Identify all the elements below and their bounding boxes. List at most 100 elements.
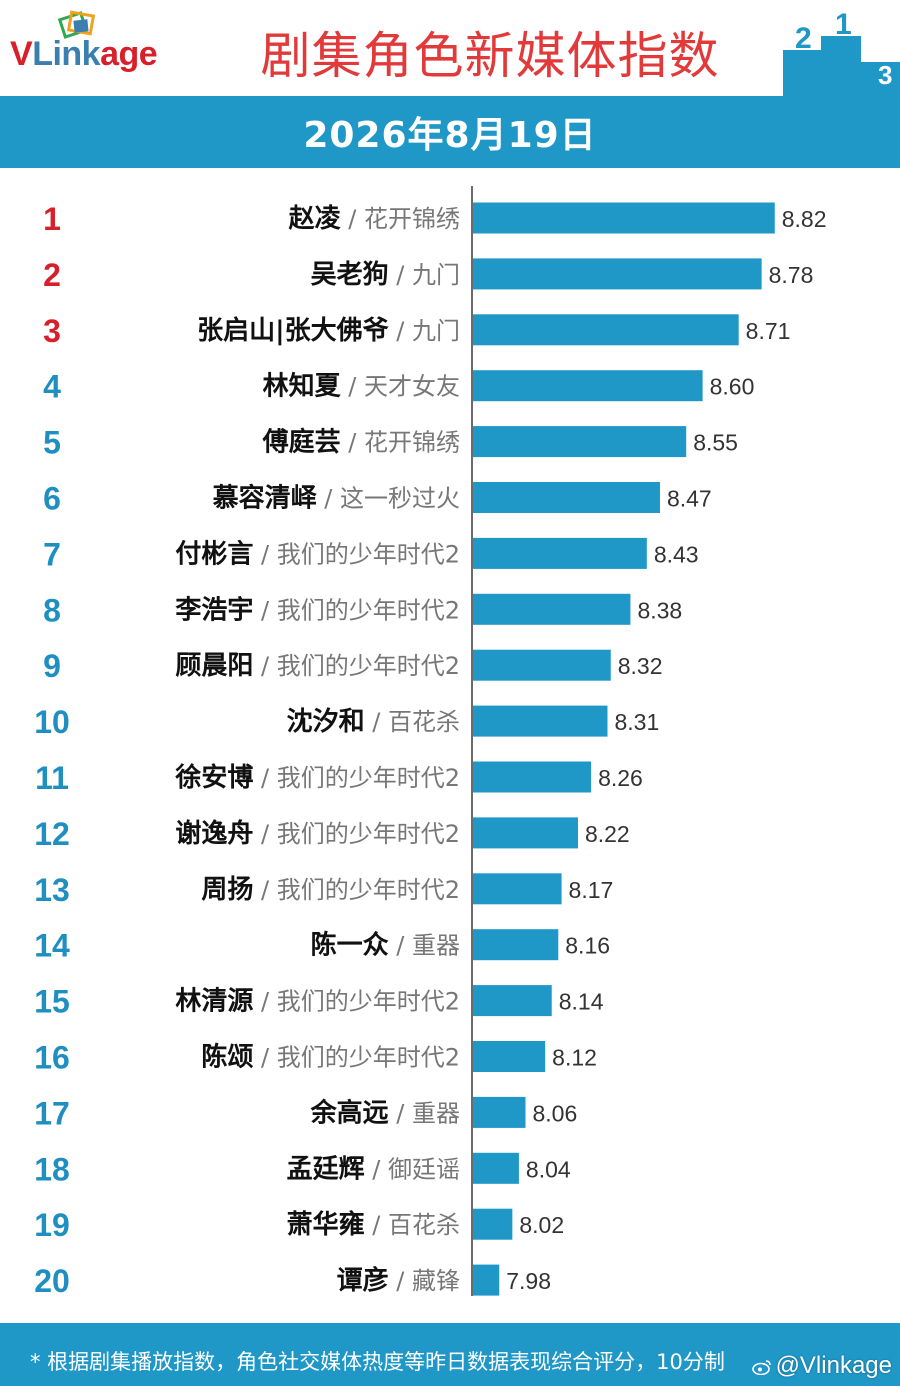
- category-label: 谭彦 / 藏锋: [337, 1265, 460, 1296]
- podium-label-1: 1: [835, 8, 852, 41]
- character-name: 余高远: [310, 1097, 389, 1128]
- data-label: 8.06: [532, 1100, 577, 1126]
- category-label: 顾晨阳 / 我们的少年时代2: [175, 651, 460, 681]
- data-label: 8.60: [710, 374, 755, 400]
- weibo-icon: [751, 1359, 771, 1375]
- data-label: 8.38: [637, 597, 682, 623]
- vlinkage-logo-mark-icon: [57, 10, 96, 39]
- podium-label-2: 2: [795, 22, 812, 55]
- category-label: 傅庭芸 / 花开锦绣: [262, 427, 460, 458]
- category-label: 周扬 / 我们的少年时代2: [201, 875, 460, 905]
- drama-name: / 我们的少年时代2: [253, 764, 460, 792]
- data-label: 8.22: [585, 821, 630, 847]
- drama-name: / 我们的少年时代2: [253, 540, 460, 568]
- character-name: 谢逸舟: [175, 818, 253, 849]
- drama-name: / 重器: [389, 1099, 460, 1127]
- data-bar: [473, 1264, 500, 1296]
- drama-name: / 我们的少年时代2: [253, 988, 460, 1016]
- drama-name: / 我们的少年时代2: [253, 876, 460, 904]
- category-label: 慕容清峄 / 这一秒过火: [213, 483, 460, 514]
- character-name: 顾晨阳: [175, 651, 253, 681]
- data-bar: [473, 1152, 519, 1184]
- character-name: 傅庭芸: [262, 427, 341, 458]
- data-bar: [473, 426, 687, 458]
- watermark-text: @Vlinkage: [775, 1352, 892, 1379]
- character-name: 赵凌: [288, 204, 342, 234]
- data-label: 8.17: [569, 877, 614, 903]
- character-name: 徐安博: [174, 762, 253, 793]
- rank-number: 12: [34, 816, 70, 852]
- drama-name: / 我们的少年时代2: [253, 596, 460, 624]
- data-bar: [473, 202, 775, 234]
- drama-name: / 天才女友: [341, 373, 460, 401]
- rank-number: 19: [34, 1207, 70, 1243]
- character-name: 谭彦: [337, 1265, 389, 1296]
- rank-number: 13: [34, 872, 70, 908]
- drama-name: / 我们的少年时代2: [253, 652, 460, 680]
- data-bar: [473, 1208, 513, 1240]
- data-bar: [473, 370, 703, 402]
- character-name: 林清源: [175, 987, 253, 1017]
- data-bar: [473, 482, 660, 513]
- character-name: 张启山|张大佛爷: [197, 315, 389, 346]
- data-bar: [473, 817, 578, 849]
- data-bar: [473, 705, 608, 737]
- rank-number: 14: [34, 928, 70, 964]
- data-bar: [473, 985, 552, 1017]
- header: VLinkage 剧集角色新媒体指数 2 1 3: [0, 0, 900, 96]
- data-label: 8.12: [552, 1045, 597, 1071]
- rank-number: 2: [43, 257, 61, 293]
- data-label: 8.43: [654, 541, 699, 567]
- rank-number: 4: [43, 369, 61, 405]
- footer-band: [0, 1323, 900, 1386]
- drama-name: / 我们的少年时代2: [253, 1044, 460, 1072]
- rank-number: 6: [43, 481, 61, 517]
- bar-chart: 1 赵凌 / 花开锦绣 8.82 2 吴老狗 / 九门 8.78 3 张启山|张大佛爷 / 九…: [0, 168, 900, 1318]
- logo-word-age: age: [100, 35, 158, 73]
- rank-number: 15: [34, 984, 70, 1020]
- rank-number: 16: [34, 1040, 70, 1076]
- data-label: 8.47: [667, 486, 712, 512]
- character-name: 林知夏: [263, 372, 342, 402]
- data-label: 7.98: [506, 1268, 551, 1294]
- data-label: 8.02: [519, 1212, 564, 1238]
- drama-name: / 花开锦绣: [341, 429, 460, 457]
- rank-number: 20: [34, 1263, 70, 1299]
- rank-number: 17: [34, 1095, 70, 1131]
- podium-label-3: 3: [878, 60, 892, 90]
- category-label: 付彬言 / 我们的少年时代2: [175, 539, 460, 569]
- rank-number: 8: [43, 592, 61, 628]
- date-band: 2026年8月19日: [0, 96, 900, 168]
- category-label: 谢逸舟 / 我们的少年时代2: [175, 818, 460, 849]
- character-name: 慕容清峄: [213, 483, 318, 514]
- drama-name: / 百花杀: [365, 708, 460, 736]
- character-name: 吴老狗: [311, 260, 389, 290]
- drama-name: / 我们的少年时代2: [253, 820, 460, 848]
- footnote: * 根据剧集播放指数，角色社交媒体热度等昨日数据表现综合评分，10分制: [30, 1350, 725, 1374]
- category-label: 林清源 / 我们的少年时代2: [175, 987, 460, 1017]
- category-label: 陈一众 / 重器: [311, 930, 460, 961]
- rank-number: 1: [43, 201, 61, 237]
- rank-number: 5: [43, 425, 61, 461]
- drama-name: / 这一秒过火: [317, 485, 460, 513]
- drama-name: / 藏锋: [389, 1267, 460, 1295]
- category-label: 余高远 / 重器: [310, 1097, 460, 1128]
- drama-name: / 御廷谣: [365, 1155, 460, 1183]
- data-bar: [473, 537, 647, 569]
- drama-name: / 百花杀: [365, 1211, 460, 1239]
- data-bar: [473, 1096, 526, 1128]
- data-label: 8.55: [693, 430, 738, 456]
- logo-letter-v: V: [10, 35, 33, 73]
- data-bar: [473, 873, 562, 905]
- bar-chart-svg: 1 赵凌 / 花开锦绣 8.82 2 吴老狗 / 九门 8.78 3 张启山|张大佛爷 / 九…: [34, 186, 827, 1299]
- vlinkage-logo: VLinkage: [10, 34, 158, 74]
- character-name: 周扬: [201, 875, 253, 905]
- category-label: 吴老狗 / 九门: [311, 260, 460, 290]
- category-label: 沈汐和 / 百花杀: [287, 706, 460, 737]
- character-name: 付彬言: [175, 539, 253, 569]
- data-label: 8.04: [526, 1156, 571, 1182]
- drama-name: / 九门: [389, 317, 460, 345]
- rank-number: 7: [43, 536, 61, 572]
- data-bar: [473, 649, 611, 681]
- rank-number: 3: [43, 313, 61, 349]
